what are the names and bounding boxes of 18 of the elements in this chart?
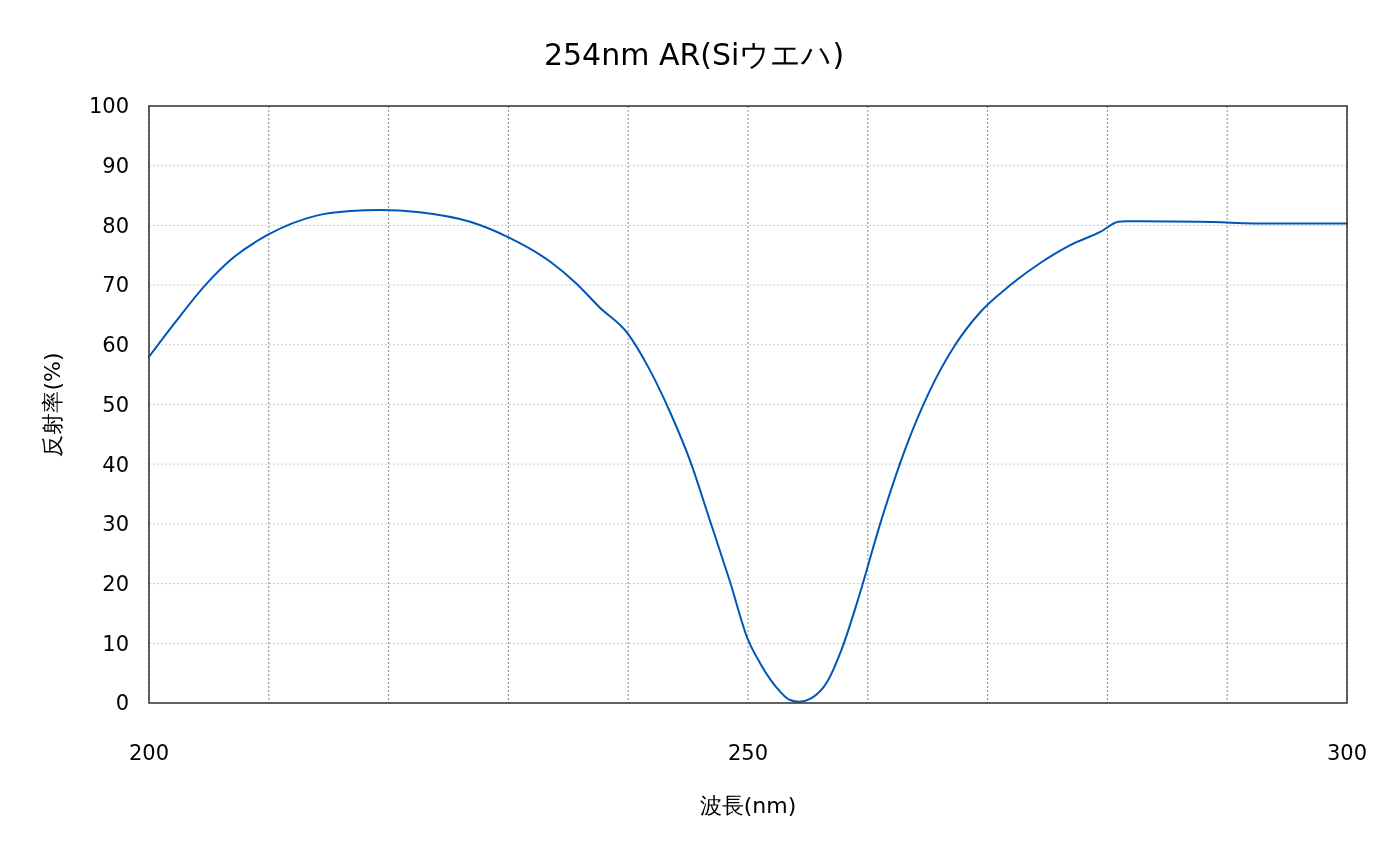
chart-title: 254nm AR(Siウエハ) (543, 37, 845, 72)
y-tick-label: 20 (102, 571, 129, 596)
y-axis-title: 反射率(%) (40, 352, 65, 457)
y-tick-label: 80 (102, 213, 129, 238)
y-tick-label: 50 (102, 392, 129, 417)
y-tick-label: 40 (102, 452, 129, 477)
x-tick-label: 250 (727, 741, 769, 765)
y-tick-label: 90 (102, 154, 129, 179)
x-tick-label: 200 (128, 741, 170, 765)
x-axis-title: 波長(nm) (699, 793, 797, 818)
y-tick-label: 10 (102, 631, 129, 656)
y-tick-label: 70 (102, 273, 129, 298)
y-tick-label: 0 (115, 691, 129, 716)
y-tick-label: 60 (102, 333, 129, 358)
y-tick-label: 30 (102, 512, 129, 537)
y-tick-label: 100 (88, 94, 129, 119)
x-tick-label: 300 (1326, 741, 1368, 765)
line-series (148, 208, 1348, 703)
